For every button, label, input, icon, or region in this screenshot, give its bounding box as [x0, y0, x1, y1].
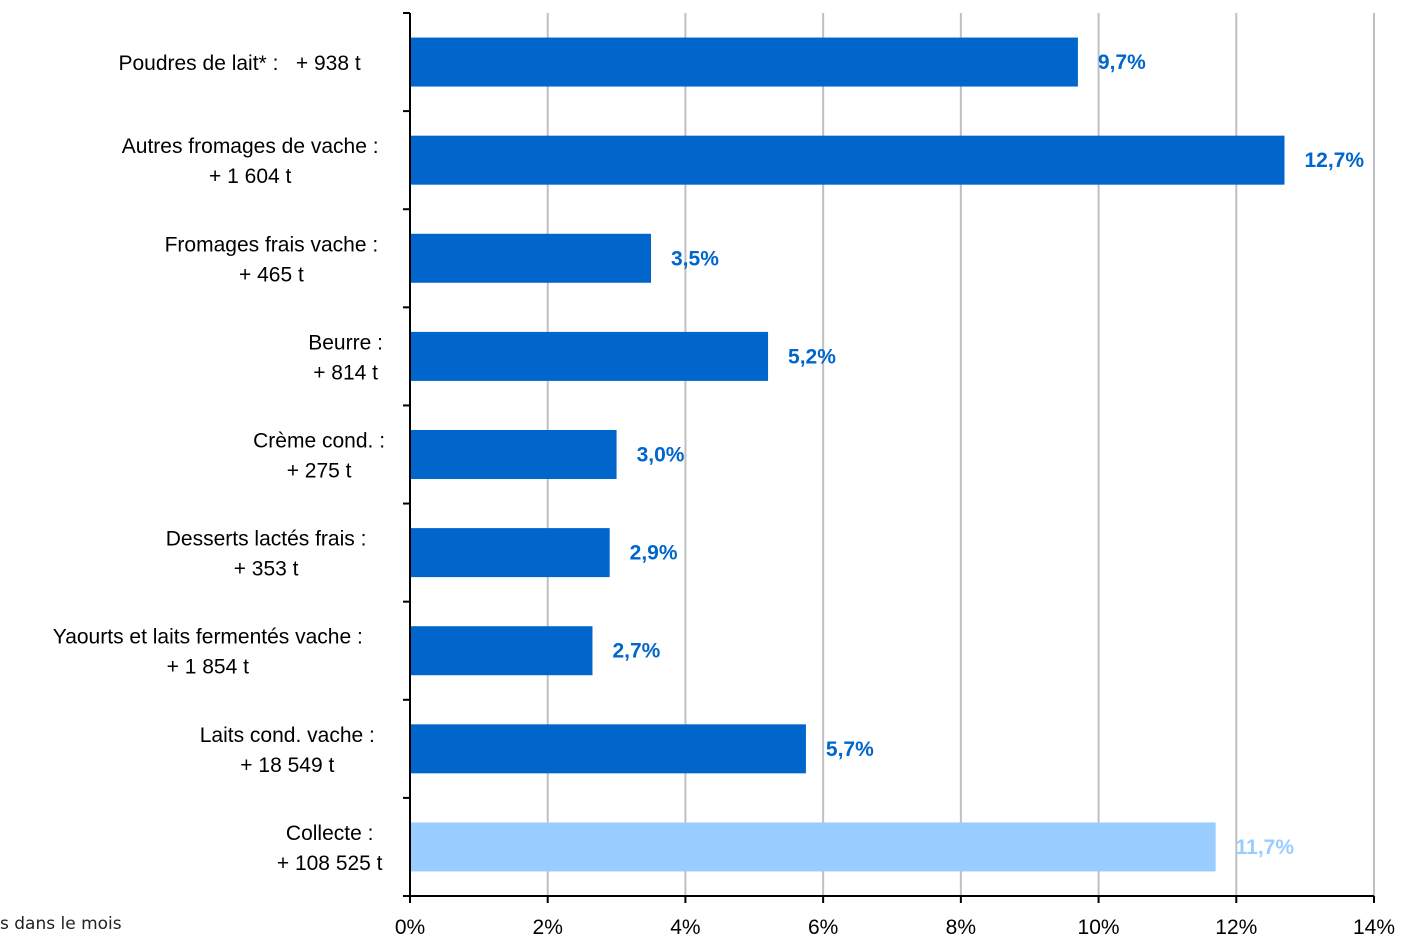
footnote: s dans le mois: [0, 914, 122, 934]
category-label-line: Collecte :: [286, 822, 374, 845]
category-label: Desserts lactés frais : + 353 t: [166, 528, 367, 581]
category-label-line: + 108 525 t: [277, 852, 383, 875]
category-label-line: Desserts lactés frais :: [166, 528, 367, 551]
data-label: 12,7%: [1304, 149, 1364, 172]
category-label-line: + 814 t: [313, 361, 378, 384]
bar: [410, 331, 769, 381]
data-label: 5,2%: [788, 345, 836, 368]
category-labels: Poudres de lait* : + 938 t Autres fromage…: [53, 52, 385, 875]
x-tick-label: 12%: [1215, 916, 1257, 938]
category-label-line: Beurre :: [308, 331, 383, 354]
category-label-line: + 1 854 t: [167, 656, 249, 679]
category-label-line: Poudres de lait* : + 938 t: [118, 52, 360, 75]
category-label-line: Autres fromages de vache :: [122, 135, 379, 158]
category-label-line: + 353 t: [234, 558, 299, 581]
x-tick-label: 0%: [395, 916, 425, 938]
axes: 0% 2% 4% 6% 8% 10% 12% 14%: [395, 12, 1395, 939]
bar: [410, 626, 593, 676]
category-label-line: Crème cond. :: [253, 430, 385, 453]
x-tick-label: 6%: [808, 916, 838, 938]
bar: [410, 233, 651, 283]
bar: [410, 822, 1216, 872]
category-label-line: + 465 t: [239, 263, 304, 286]
category-label: Poudres de lait* : + 938 t: [118, 52, 360, 75]
category-label-line: Fromages frais vache :: [165, 233, 379, 256]
category-label-line: Yaourts et laits fermentés vache :: [53, 626, 363, 649]
category-label-line: + 18 549 t: [240, 754, 334, 777]
bar: [410, 528, 610, 578]
x-tick-label: 8%: [946, 916, 976, 938]
category-label: Laits cond. vache : + 18 549 t: [200, 724, 375, 777]
category-label: Fromages frais vache : + 465 t: [165, 233, 379, 286]
category-label-line: + 275 t: [287, 460, 352, 483]
bar: [410, 37, 1078, 87]
x-tick-label: 2%: [533, 916, 563, 938]
category-label: Crème cond. : + 275 t: [253, 430, 385, 483]
data-label: 3,0%: [637, 444, 685, 467]
category-label: Beurre : + 814 t: [308, 331, 383, 384]
x-tick-label: 14%: [1353, 916, 1395, 938]
data-label: 5,7%: [826, 738, 874, 761]
bar: [410, 135, 1285, 185]
data-label: 2,9%: [630, 542, 678, 565]
category-label: Yaourts et laits fermentés vache : + 1 85…: [53, 626, 363, 679]
data-label: 3,5%: [671, 247, 719, 270]
bar: [410, 430, 617, 479]
category-label-line: Laits cond. vache :: [200, 724, 375, 747]
data-label: 11,7%: [1236, 836, 1295, 859]
bar: [410, 724, 806, 774]
category-label: Collecte : + 108 525 t: [277, 822, 383, 875]
data-label: 9,7%: [1098, 51, 1146, 74]
bars: 9,7% 12,7% 3,5% 5,2% 3,0% 2,9% 2,7% 5,7% 11,7%: [410, 37, 1364, 872]
x-tick-label: 10%: [1078, 916, 1120, 938]
category-label: Autres fromages de vache : + 1 604 t: [122, 135, 379, 188]
category-label-line: + 1 604 t: [209, 165, 291, 188]
data-label: 2,7%: [612, 640, 660, 663]
x-tick-label: 4%: [670, 916, 700, 938]
